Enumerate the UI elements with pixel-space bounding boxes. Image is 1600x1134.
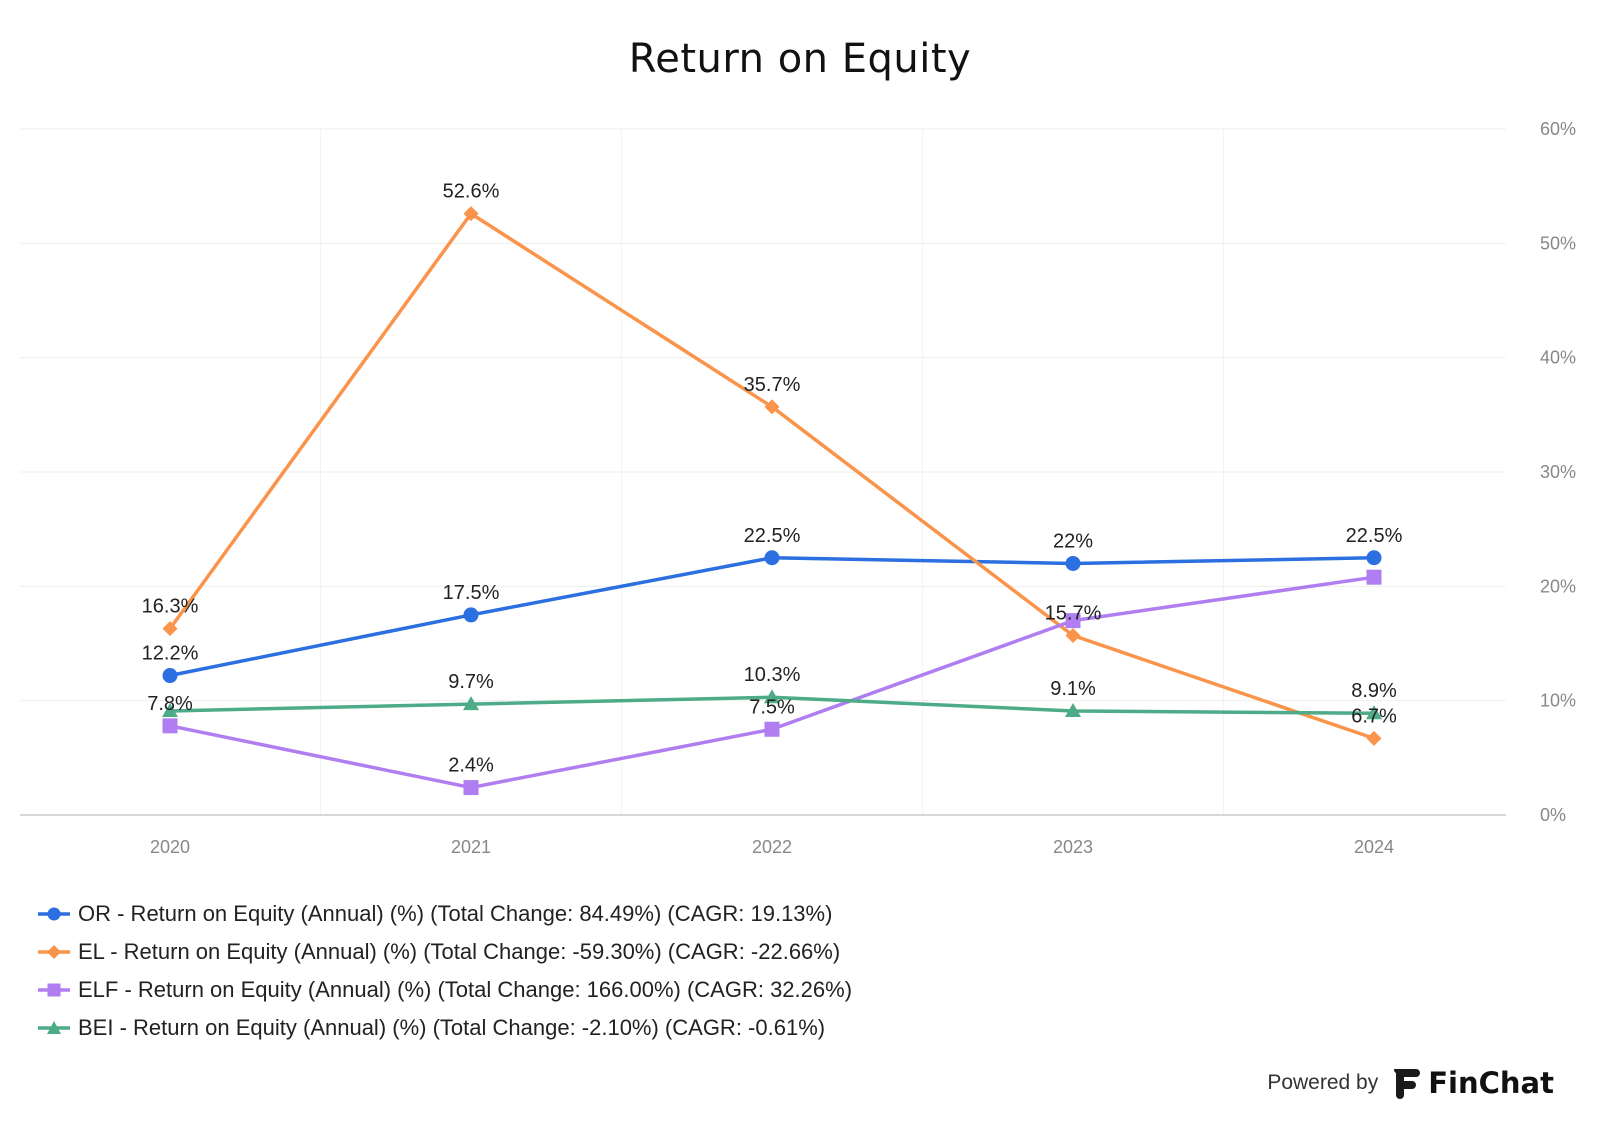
legend-diamond-icon (38, 945, 70, 959)
y-tick-label: 50% (1540, 233, 1576, 253)
series-el (162, 206, 1382, 746)
legend-square-icon (38, 983, 70, 997)
data-label: 7.5% (749, 696, 795, 718)
legend: OR - Return on Equity (Annual) (%) (Tota… (36, 895, 852, 1047)
data-point (162, 668, 178, 684)
legend-triangle-icon (38, 1021, 70, 1034)
series (162, 206, 1382, 796)
data-label: 16.3% (142, 596, 199, 618)
data-point (1366, 705, 1382, 720)
finchat-brand-name: FinChat (1428, 1066, 1554, 1100)
data-label: 35.7% (744, 374, 801, 396)
data-point (463, 206, 479, 222)
data-label: 12.2% (142, 643, 199, 665)
data-point (463, 607, 479, 623)
data-point (764, 550, 780, 566)
legend-label: EL - Return on Equity (Annual) (%) (Tota… (78, 939, 841, 964)
data-label: 8.9% (1351, 680, 1397, 702)
line-chart: 0% 10% 20% 30% 40% 50% 60% 2020 2021 2022 2023 2024… (20, 119, 1576, 857)
series-or (162, 550, 1382, 684)
y-tick-label: 30% (1540, 462, 1576, 482)
y-tick-label: 20% (1540, 576, 1576, 596)
x-tick-label: 2024 (1354, 837, 1394, 857)
data-label: 10.3% (744, 664, 801, 686)
legend-item[interactable]: ELF - Return on Equity (Annual) (%) (Tot… (36, 971, 852, 1009)
data-label: 52.6% (443, 181, 500, 203)
data-point (1065, 627, 1081, 643)
data-labels: 12.2% 17.5% 22.5% 22% 22.5% 16.3% 52.6% 35.7% 15… (142, 181, 1403, 777)
legend-item[interactable]: OR - Return on Equity (Annual) (%) (Tota… (36, 895, 852, 933)
data-point (162, 702, 178, 717)
data-point (1366, 569, 1382, 585)
series-line (169, 556, 1375, 678)
data-label: 15.7% (1045, 602, 1102, 624)
series-elf (162, 569, 1382, 796)
y-tick-label: 0% (1540, 805, 1566, 825)
grid (20, 128, 1506, 815)
data-point (463, 696, 479, 711)
y-tick-label: 10% (1540, 691, 1576, 711)
x-tick-label: 2020 (150, 837, 190, 857)
data-point (162, 718, 178, 734)
data-label: 9.1% (1050, 678, 1096, 700)
y-tick-label: 40% (1540, 348, 1576, 368)
series-bei (162, 689, 1382, 720)
data-label: 7.8% (147, 693, 193, 715)
series-line (168, 211, 1375, 741)
data-point (1366, 730, 1382, 746)
data-label: 6.7% (1351, 705, 1397, 727)
x-tick-label: 2021 (451, 837, 491, 857)
legend-label: ELF - Return on Equity (Annual) (%) (Tot… (78, 977, 853, 1002)
data-point (764, 689, 780, 704)
y-tick-label: 60% (1540, 119, 1576, 139)
data-label: 17.5% (443, 582, 500, 604)
data-point (1065, 702, 1081, 717)
data-point (162, 621, 178, 637)
data-point (1366, 550, 1382, 566)
legend-circle-icon (38, 907, 70, 921)
chart-title: Return on Equity (628, 36, 972, 82)
legend-label: OR - Return on Equity (Annual) (%) (Tota… (78, 901, 833, 926)
data-point (463, 780, 479, 796)
finchat-logo-icon (1394, 1069, 1421, 1099)
legend-item[interactable]: BEI - Return on Equity (Annual) (%) (Tot… (36, 1009, 852, 1047)
data-point (764, 399, 780, 415)
data-point (1065, 555, 1081, 571)
powered-by-text: Powered by (1267, 1071, 1379, 1094)
powered-by-footer: Powered by FinChat (1267, 1066, 1554, 1100)
data-point (1065, 613, 1081, 629)
legend-item[interactable]: EL - Return on Equity (Annual) (%) (Tota… (36, 933, 852, 971)
data-label: 9.7% (448, 671, 494, 693)
data-label: 22.5% (744, 525, 801, 547)
x-tick-label: 2023 (1053, 837, 1093, 857)
legend-label: BEI - Return on Equity (Annual) (%) (Tot… (78, 1015, 826, 1040)
data-label: 2.4% (448, 755, 494, 777)
axes: 0% 10% 20% 30% 40% 50% 60% 2020 2021 2022 2023 2024 (20, 119, 1576, 857)
data-label: 22.5% (1346, 525, 1403, 547)
x-tick-label: 2022 (752, 837, 792, 857)
data-label: 22% (1053, 530, 1093, 552)
data-point (764, 721, 780, 737)
